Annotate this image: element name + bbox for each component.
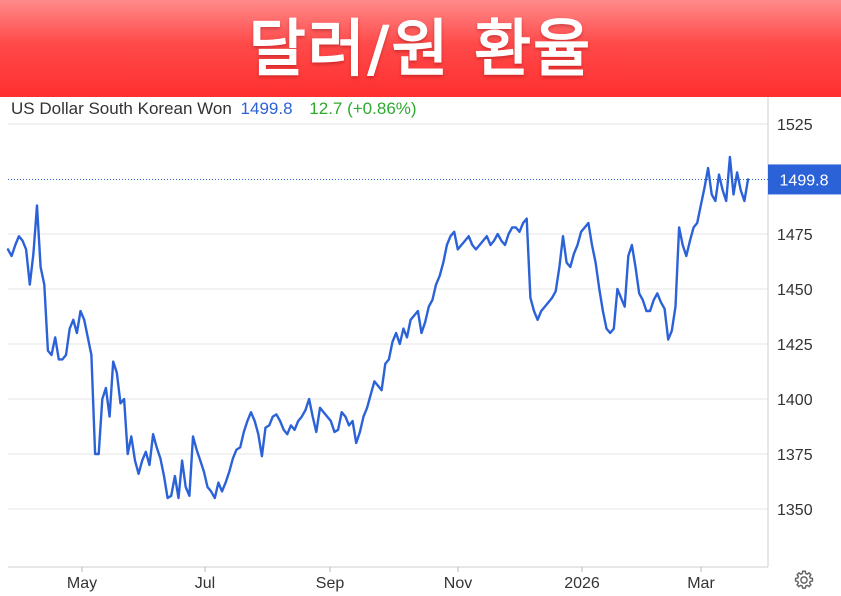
current-price: 1499.8: [240, 99, 293, 118]
banner-title: 달러/원 환율: [248, 11, 593, 85]
grid-lines: [8, 97, 769, 568]
y-tick-label: 1525: [777, 117, 813, 134]
last-value-badge: [768, 164, 841, 195]
y-axis: 1350 1375 1400 1425 1450 1475 1525: [777, 117, 813, 519]
y-tick-label: 1375: [777, 447, 813, 464]
instrument-name: US Dollar South Korean Won: [11, 99, 232, 118]
x-tick-label: Nov: [444, 575, 472, 592]
series-line: [6, 155, 750, 500]
gear-icon[interactable]: [793, 569, 815, 591]
y-tick-label: 1350: [777, 502, 813, 519]
x-tick-label: Sep: [316, 575, 345, 592]
x-axis: May Jul Sep Nov 2026 Mar: [67, 567, 715, 592]
x-tick-label: Mar: [687, 575, 715, 592]
y-tick-label: 1450: [777, 282, 813, 299]
last-value-layer: 1499.8: [8, 164, 841, 195]
y-tick-label: 1475: [777, 227, 813, 244]
last-value-label: 1499.8: [780, 172, 829, 189]
y-tick-label: 1400: [777, 392, 813, 409]
x-tick-label: 2026: [564, 575, 600, 592]
price-change: 12.7 (+0.86%): [309, 99, 417, 118]
x-tick-label: Jul: [195, 575, 215, 592]
title-banner: 달러/원 환율: [0, 0, 841, 97]
quote-header: US Dollar South Korean Won 1499.8 12.7 (…: [11, 99, 417, 119]
x-tick-label: May: [67, 575, 97, 592]
series-layer: [6, 155, 750, 500]
y-tick-label: 1425: [777, 337, 813, 354]
